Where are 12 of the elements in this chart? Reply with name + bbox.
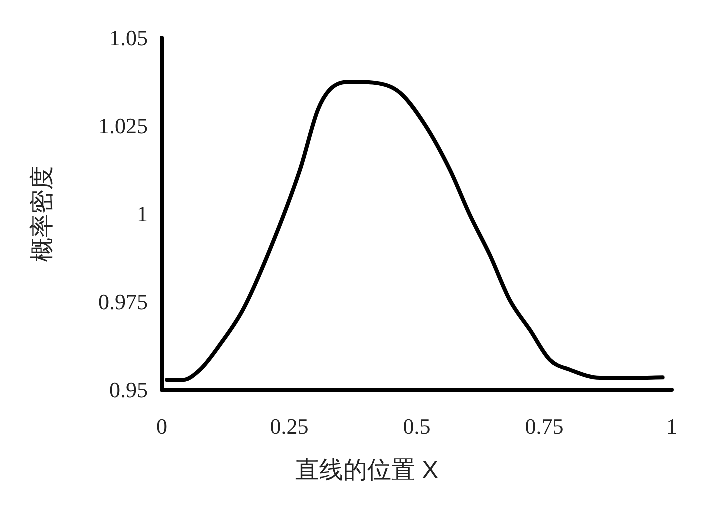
y-tick-label: 1.025 — [98, 114, 148, 138]
x-axis-title: 直线的位置 X — [296, 457, 438, 484]
x-tick-label: 0.25 — [270, 414, 309, 439]
x-tick-label: 0 — [156, 414, 168, 439]
y-tick-label: 1 — [137, 202, 148, 226]
y-tick-label: 1.05 — [110, 26, 148, 50]
y-axis-title: 概率密度 — [29, 166, 56, 262]
y-tick-label: 0.975 — [98, 290, 148, 314]
y-tick-label: 0.95 — [110, 378, 148, 402]
x-tick-label: 0.75 — [525, 414, 564, 439]
x-tick-label: 0.5 — [403, 414, 431, 439]
x-tick-label: 1 — [666, 414, 678, 439]
